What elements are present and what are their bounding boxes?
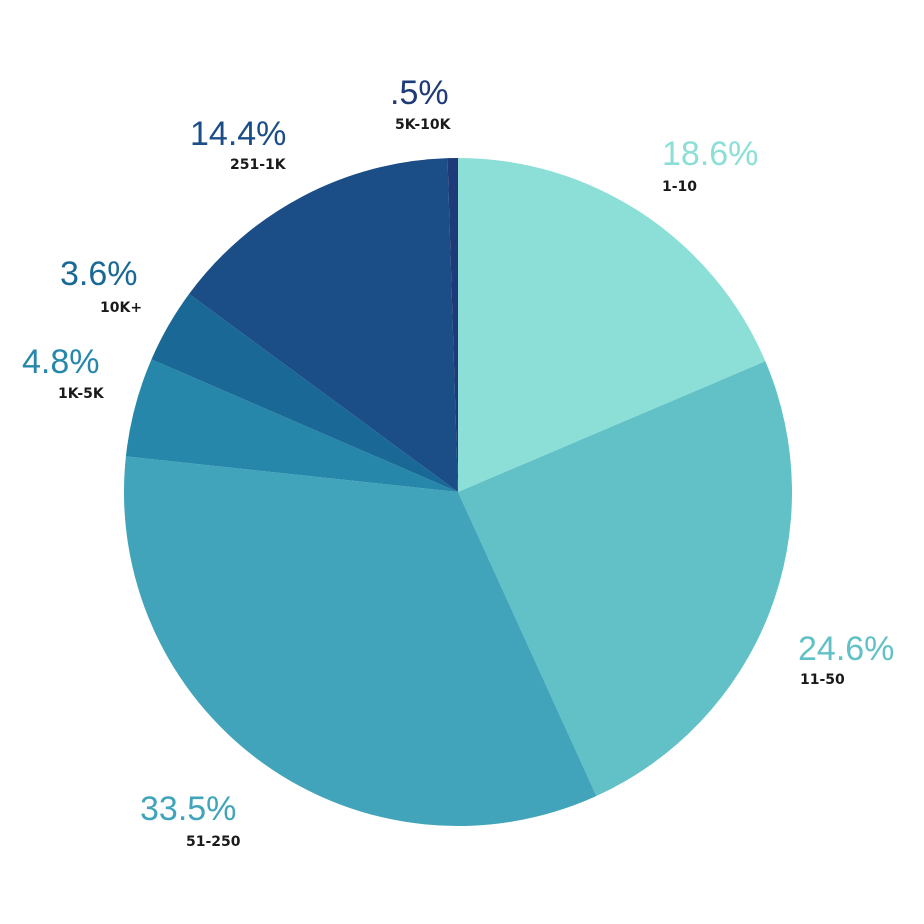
slice-category-label: 11-50 — [800, 672, 845, 688]
slice-percent-label: 18.6% — [662, 135, 758, 173]
slice-percent-label: 4.8% — [22, 343, 100, 381]
pie-slice-1-10 — [458, 158, 766, 492]
pie-slices — [123, 157, 793, 827]
slice-category-label: 5K-10K — [395, 117, 452, 133]
pie-slice-5k-10k — [447, 157, 458, 492]
pie-slice-11-50 — [458, 361, 793, 796]
slice-percent-label: 3.6% — [60, 255, 138, 293]
pie-labels: 18.6% 1-10 24.6% 11-50 33.5% 51-250 4.8% 1K-5K 3… — [22, 74, 894, 850]
slice-category-label: 51-250 — [186, 834, 241, 850]
slice-percent-label: 14.4% — [190, 115, 286, 153]
pie-slice-10k- — [151, 293, 458, 492]
slice-category-label: 10K+ — [100, 300, 142, 316]
slice-category-label: 1-10 — [662, 179, 697, 195]
slice-category-label: 1K-5K — [58, 386, 105, 402]
slice-percent-label: .5% — [390, 74, 449, 112]
slice-percent-label: 33.5% — [140, 790, 236, 828]
slice-percent-label: 24.6% — [798, 630, 894, 668]
pie-slice-51-250 — [123, 456, 597, 827]
slice-category-label: 251-1K — [230, 157, 287, 173]
pie-slice-1k-5k — [125, 359, 459, 492]
pie-slice-251-1k — [189, 158, 458, 492]
